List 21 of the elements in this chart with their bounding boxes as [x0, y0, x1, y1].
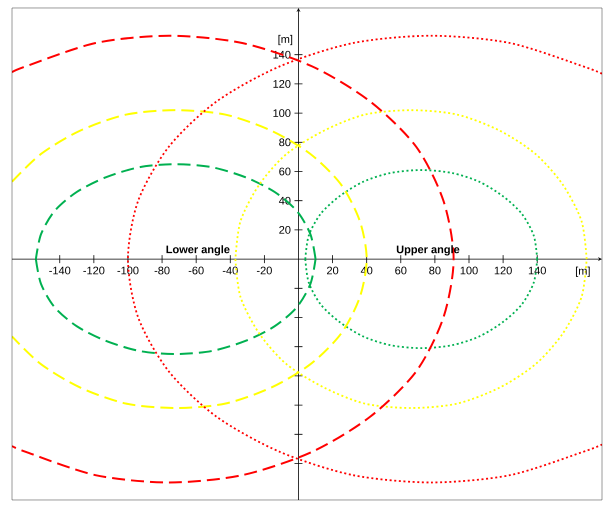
x-tick-label: 20	[327, 266, 338, 274]
x-tick-label: -60	[188, 266, 204, 274]
annotation: Lower angle	[166, 245, 230, 256]
x-tick-label: 100	[460, 266, 478, 274]
x-tick-label: 80	[429, 266, 441, 274]
y-tick-label: 80	[279, 138, 291, 146]
x-tick-label: 140	[528, 266, 546, 274]
x-tick-label: -40	[222, 266, 238, 274]
x-tick-label: 60	[395, 266, 406, 274]
x-tick-label: 120	[494, 266, 512, 274]
y-tick-label: 60	[279, 168, 291, 176]
x-tick-label: -140	[49, 266, 70, 274]
x-axis-title: [m]	[576, 266, 590, 277]
x-tick-label: -100	[117, 266, 139, 274]
y-tick-label: 20	[279, 226, 291, 234]
x-tick-label: -20	[256, 266, 272, 274]
y-tick-label: 100	[273, 109, 290, 117]
y-axis-title: [m]	[278, 34, 292, 46]
x-tick-label: -120	[83, 266, 104, 274]
y-tick-label: 120	[273, 80, 290, 88]
x-tick-label: -80	[154, 266, 170, 274]
